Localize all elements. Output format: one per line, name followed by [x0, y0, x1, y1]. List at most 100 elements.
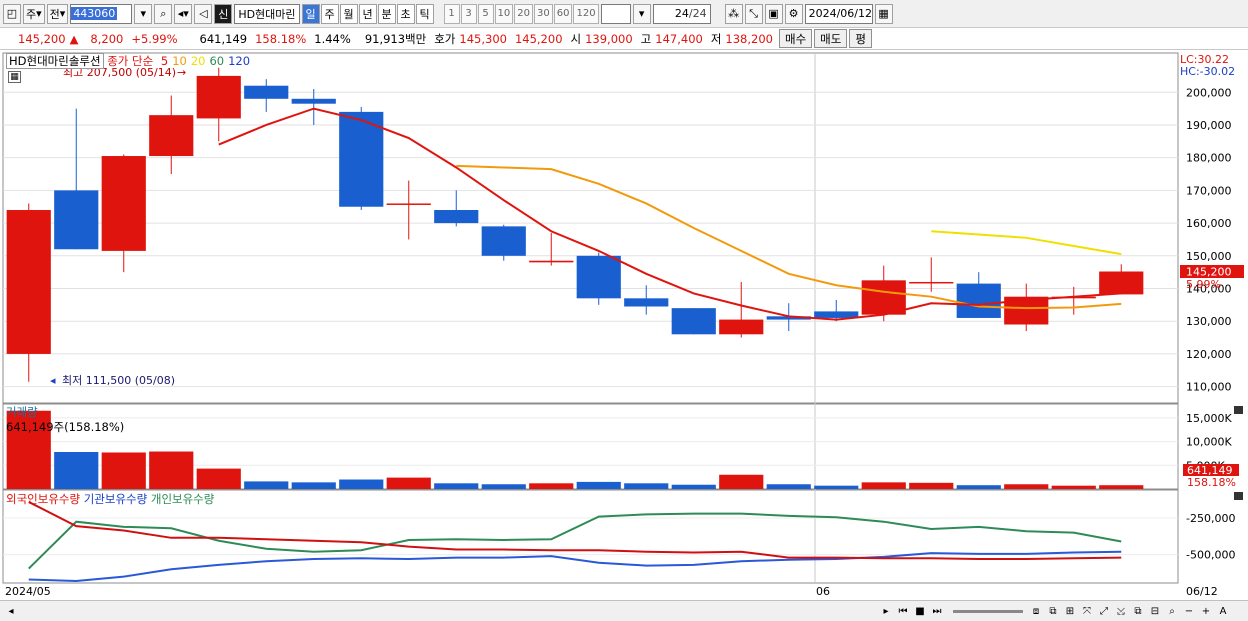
chart-area: 110,000 120,000 130,000 140,000 150,000 160,0… — [0, 51, 1248, 601]
candle-body — [1099, 271, 1144, 295]
holdings-legend: 외국인보유수량 기관보유수량 개인보유수량 — [6, 491, 214, 507]
interval-buttons: 1 3 5 10 20 30 60 120 — [443, 3, 599, 24]
volume-bar — [291, 482, 336, 489]
volume-bar — [481, 484, 526, 489]
date-field[interactable]: 2024/06/12 — [804, 3, 873, 24]
tool-icon-1[interactable]: ⧈ — [1032, 605, 1040, 617]
tool-icon-3[interactable]: ⊞ — [1065, 605, 1075, 617]
eval-button[interactable]: 평 — [849, 29, 872, 48]
candle-body — [6, 210, 51, 354]
period-tab[interactable]: 초 — [396, 3, 415, 24]
period-tab[interactable]: 틱 — [415, 3, 434, 24]
candle-body — [956, 283, 1001, 318]
new-badge: 신 — [214, 3, 233, 24]
pct-tag: 5.99% — [1186, 278, 1221, 291]
stock-legend-name: HD현대마린솔루션 — [6, 53, 104, 69]
buy-button[interactable]: 매수 — [778, 29, 813, 48]
calendar-icon[interactable]: ▦ — [874, 3, 893, 24]
interval-dropdown-icon[interactable]: ▾ — [632, 3, 651, 24]
holdings-lines — [28, 501, 1122, 583]
settings-gear-icon[interactable]: ⚙ — [784, 3, 803, 24]
interval-button[interactable]: 30 — [534, 3, 553, 24]
tool-icon-5[interactable]: ⤢ — [1100, 605, 1108, 617]
ma20-line — [931, 230, 1122, 256]
market-select[interactable]: 주 ▾ — [23, 3, 45, 24]
low-marker: 최저 111,500 (05/08) — [62, 374, 175, 387]
scroll-right-icon[interactable]: ▸ — [883, 605, 889, 617]
volume-bar — [244, 481, 289, 489]
individual-label: 개인보유수량 — [150, 492, 215, 506]
volume-bar — [1004, 484, 1049, 489]
volume-bar — [339, 479, 384, 489]
x-label-end: 06/12 — [1186, 585, 1218, 598]
volume-close-icon[interactable] — [1234, 406, 1243, 414]
chart-svg[interactable]: 110,000 120,000 130,000 140,000 150,000 160,0… — [0, 51, 1248, 601]
scroll-track[interactable] — [21, 604, 879, 618]
ask-price: 145,300 — [459, 31, 507, 46]
first-page-icon[interactable]: ⏮ — [898, 605, 908, 617]
period-tab[interactable]: 분 — [377, 3, 396, 24]
x-label-start: 2024/05 — [5, 585, 51, 598]
draw-tool-icon[interactable]: ⤡ — [744, 3, 763, 24]
interval-button[interactable]: 5 — [477, 3, 494, 24]
tool-icon-8[interactable]: ⊟ — [1150, 605, 1160, 617]
current-price: 145,200 — [18, 31, 66, 46]
count-total: /24 — [688, 7, 707, 20]
scroll-left-icon[interactable]: ◂ — [8, 605, 14, 617]
volume-bar — [196, 468, 241, 489]
period-tab[interactable]: 년 — [358, 3, 377, 24]
interval-button[interactable]: 20 — [514, 3, 534, 24]
volume-bar — [149, 451, 194, 489]
volume-value: 641,149 — [199, 31, 248, 46]
tool-icon-7[interactable]: ⧉ — [1134, 605, 1142, 617]
trade-amount: 91,913백만 — [364, 31, 427, 46]
zoom-icon[interactable]: ⌕ — [1169, 605, 1175, 617]
period-tab[interactable]: 주 — [320, 3, 339, 24]
interval-button[interactable]: 60 — [553, 3, 573, 24]
ma5-line — [218, 107, 1122, 321]
period-tab[interactable]: 일 — [301, 3, 320, 24]
interval-button[interactable]: 3 — [460, 3, 477, 24]
last-page-icon[interactable]: ⏭ — [932, 605, 942, 617]
jeon-select[interactable]: 전 ▾ — [46, 3, 69, 24]
tool-icon-4[interactable]: ⤧ — [1083, 605, 1091, 617]
compare-icon[interactable]: ⁂ — [724, 3, 743, 24]
interval-button[interactable]: 10 — [494, 3, 514, 24]
volume-bar — [529, 483, 574, 489]
interval-select[interactable] — [600, 3, 631, 24]
holdings-close-icon[interactable] — [1234, 492, 1243, 500]
speaker-icon[interactable]: ◂▾ — [174, 3, 193, 24]
stock-code-input[interactable]: 443060 — [70, 3, 133, 24]
sell-button[interactable]: 매도 — [814, 29, 848, 48]
period-tab[interactable]: 월 — [339, 3, 358, 24]
turnover-rate: 1.44% — [314, 31, 351, 46]
window-icon[interactable]: ◰ — [3, 3, 21, 24]
volume-tick: 10,000K — [1186, 436, 1232, 449]
save-icon[interactable]: ▣ — [764, 3, 783, 24]
candle-body — [481, 226, 526, 256]
count-field[interactable]: 24/24 — [652, 3, 711, 24]
code-dropdown-icon[interactable]: ▾ — [134, 3, 153, 24]
volume-pct-tag: 158.18% — [1187, 476, 1236, 489]
institution-line — [28, 550, 1122, 583]
volume-bar — [576, 481, 621, 489]
volume-bar — [671, 484, 716, 489]
stop-icon[interactable]: ■ — [915, 605, 925, 617]
volume-bars — [6, 410, 1144, 489]
search-icon[interactable]: ⌕ — [154, 3, 173, 24]
price-axis: 110,000 120,000 130,000 140,000 150,000 160,0… — [1186, 86, 1232, 393]
volume-bar — [386, 477, 431, 489]
prev-stock-icon[interactable]: ◁ — [194, 3, 213, 24]
count-value: 24 — [674, 7, 689, 20]
zoom-in-icon[interactable]: + — [1201, 605, 1211, 617]
tool-icon-6[interactable]: ⤩ — [1117, 605, 1125, 617]
table-icon[interactable]: ▦ — [8, 71, 21, 83]
font-size-icon[interactable]: A — [1219, 605, 1227, 617]
candle-body — [814, 311, 859, 318]
tool-icon-2[interactable]: ⧉ — [1049, 605, 1057, 617]
zoom-slider[interactable] — [953, 609, 1023, 613]
ma-legend-item: 20 — [190, 54, 206, 68]
interval-button[interactable]: 120 — [573, 3, 599, 24]
zoom-out-icon[interactable]: − — [1184, 605, 1194, 617]
interval-button[interactable]: 1 — [443, 3, 460, 24]
